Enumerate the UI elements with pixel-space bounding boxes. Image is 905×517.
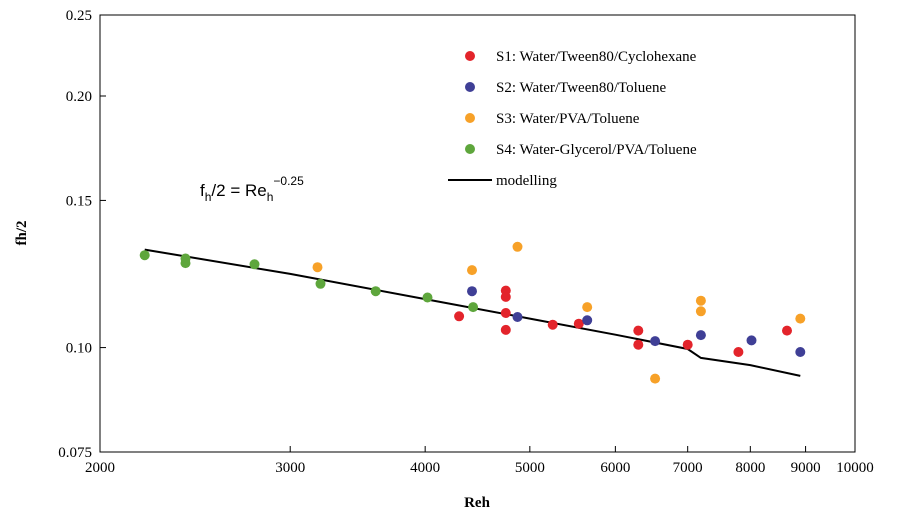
- y-tick-label: 0.20: [66, 89, 92, 105]
- legend-dot-marker: [465, 144, 475, 154]
- model-line: [144, 248, 801, 377]
- data-point-s3: [512, 241, 523, 252]
- data-point-s1: [547, 319, 558, 330]
- data-point-s2: [467, 286, 477, 297]
- ticks: 2000 3000 4000 5000 6000 7000 8000 9000 10000 0.0…: [58, 8, 874, 476]
- data-point-s2: [695, 330, 706, 341]
- legend-label: modelling: [496, 173, 557, 189]
- legend-label: S3: Water/PVA/Toluene: [496, 111, 640, 127]
- plot-frame: [99, 14, 856, 453]
- data-point-s3: [312, 262, 323, 273]
- eq-exponent: −0.25: [273, 174, 304, 188]
- data-point-s2: [795, 347, 806, 357]
- legend-label: S1: Water/Tween80/Cyclohexane: [496, 49, 697, 65]
- x-axis-title: Reh: [464, 495, 490, 511]
- data-point-s3: [695, 306, 706, 317]
- legend-dot-marker: [465, 82, 475, 92]
- legend: S1: Water/Tween80/Cyclohexane S2: Water/T…: [448, 49, 697, 189]
- y-tick-label: 0.10: [66, 341, 92, 357]
- data-point-s4: [139, 250, 150, 261]
- x-tick-label: 7000: [673, 460, 703, 476]
- data-point-s1: [573, 318, 584, 329]
- data-point-s4: [315, 278, 326, 289]
- points-layer: [139, 241, 806, 384]
- data-point-s3: [695, 295, 706, 306]
- y-tick-label: 0.075: [58, 445, 92, 461]
- data-point-s1: [500, 291, 511, 302]
- legend-label: S4: Water-Glycerol/PVA/Toluene: [496, 142, 697, 158]
- eq-base-sub: h: [205, 190, 212, 204]
- equation-annotation: fh/2 = Reh−0.25: [200, 174, 304, 204]
- data-point-s2: [746, 335, 757, 346]
- data-point-s1: [782, 325, 792, 336]
- x-tick-label: 4000: [410, 460, 440, 476]
- data-point-s1: [500, 324, 511, 335]
- data-point-s4: [422, 292, 433, 303]
- y-tick-label: 0.15: [66, 193, 92, 209]
- x-tick-label: 2000: [85, 460, 115, 476]
- data-point-s2: [650, 336, 661, 347]
- data-point-s1: [454, 311, 465, 322]
- data-point-s4: [249, 259, 260, 270]
- eq-base: f: [200, 181, 205, 200]
- data-point-s1: [633, 325, 644, 336]
- model-layer: [144, 248, 801, 377]
- data-point-s4: [180, 258, 191, 269]
- y-tick-label: 0.25: [66, 8, 92, 24]
- legend-dot-marker: [465, 51, 475, 61]
- x-tick-label: 6000: [600, 460, 630, 476]
- data-point-s1: [733, 347, 744, 357]
- data-point-s3: [650, 373, 661, 384]
- legend-dot-marker: [465, 113, 475, 123]
- eq-middle: /2 = Re: [211, 181, 266, 200]
- y-axis-title: fh/2: [14, 220, 30, 245]
- x-tick-label: 5000: [515, 460, 545, 476]
- x-tick-label: 9000: [791, 460, 821, 476]
- eq-middle-sub: h: [267, 190, 274, 204]
- data-point-s2: [582, 315, 593, 326]
- data-point-s2: [512, 312, 523, 322]
- data-point-s1: [682, 339, 693, 350]
- data-point-s1: [500, 308, 511, 318]
- x-tick-label: 10000: [836, 460, 874, 476]
- data-point-s1: [633, 339, 644, 350]
- legend-label: S2: Water/Tween80/Toluene: [496, 80, 666, 96]
- data-point-s4: [370, 286, 381, 297]
- data-point-s3: [795, 313, 806, 324]
- data-point-s3: [582, 302, 593, 313]
- x-tick-label: 8000: [735, 460, 765, 476]
- data-point-s4: [468, 302, 479, 313]
- data-point-s3: [467, 265, 477, 276]
- x-tick-label: 3000: [275, 460, 305, 476]
